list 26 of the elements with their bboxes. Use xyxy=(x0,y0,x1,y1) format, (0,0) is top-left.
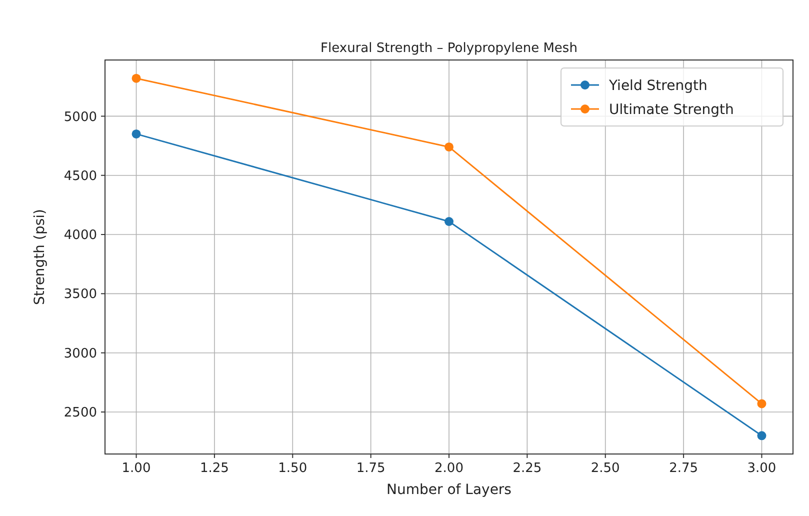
y-tick-label: 3000 xyxy=(64,346,97,362)
x-axis-title: Number of Layers xyxy=(386,482,512,498)
chart-title: Flexural Strength – Polypropylene Mesh xyxy=(320,41,578,56)
x-tick-label: 2.25 xyxy=(512,461,542,476)
x-tick-label: 1.75 xyxy=(356,461,386,476)
y-tick-label: 5000 xyxy=(64,110,97,125)
x-tick-label: 2.00 xyxy=(434,461,464,476)
legend-label: Ultimate Strength xyxy=(609,102,734,118)
x-tick-label: 2.75 xyxy=(669,461,698,476)
legend-label: Yield Strength xyxy=(608,78,708,94)
point xyxy=(757,431,766,440)
x-tick-label: 1.25 xyxy=(200,461,229,476)
point xyxy=(132,74,141,83)
y-tick-label: 3500 xyxy=(64,287,97,302)
x-tick-label: 1.50 xyxy=(278,461,308,476)
point xyxy=(444,217,454,226)
y-tick-label: 4000 xyxy=(64,228,97,244)
y-tick-label: 2500 xyxy=(64,406,97,421)
y-tick-label: 4500 xyxy=(64,168,97,184)
x-tick-label: 2.50 xyxy=(590,461,620,476)
point xyxy=(757,399,766,408)
x-tick-label: 1.00 xyxy=(122,461,151,476)
y-axis-title: Strength (psi) xyxy=(32,208,48,306)
x-tick-label: 3.00 xyxy=(747,461,776,476)
point xyxy=(132,129,141,138)
point xyxy=(444,142,454,152)
